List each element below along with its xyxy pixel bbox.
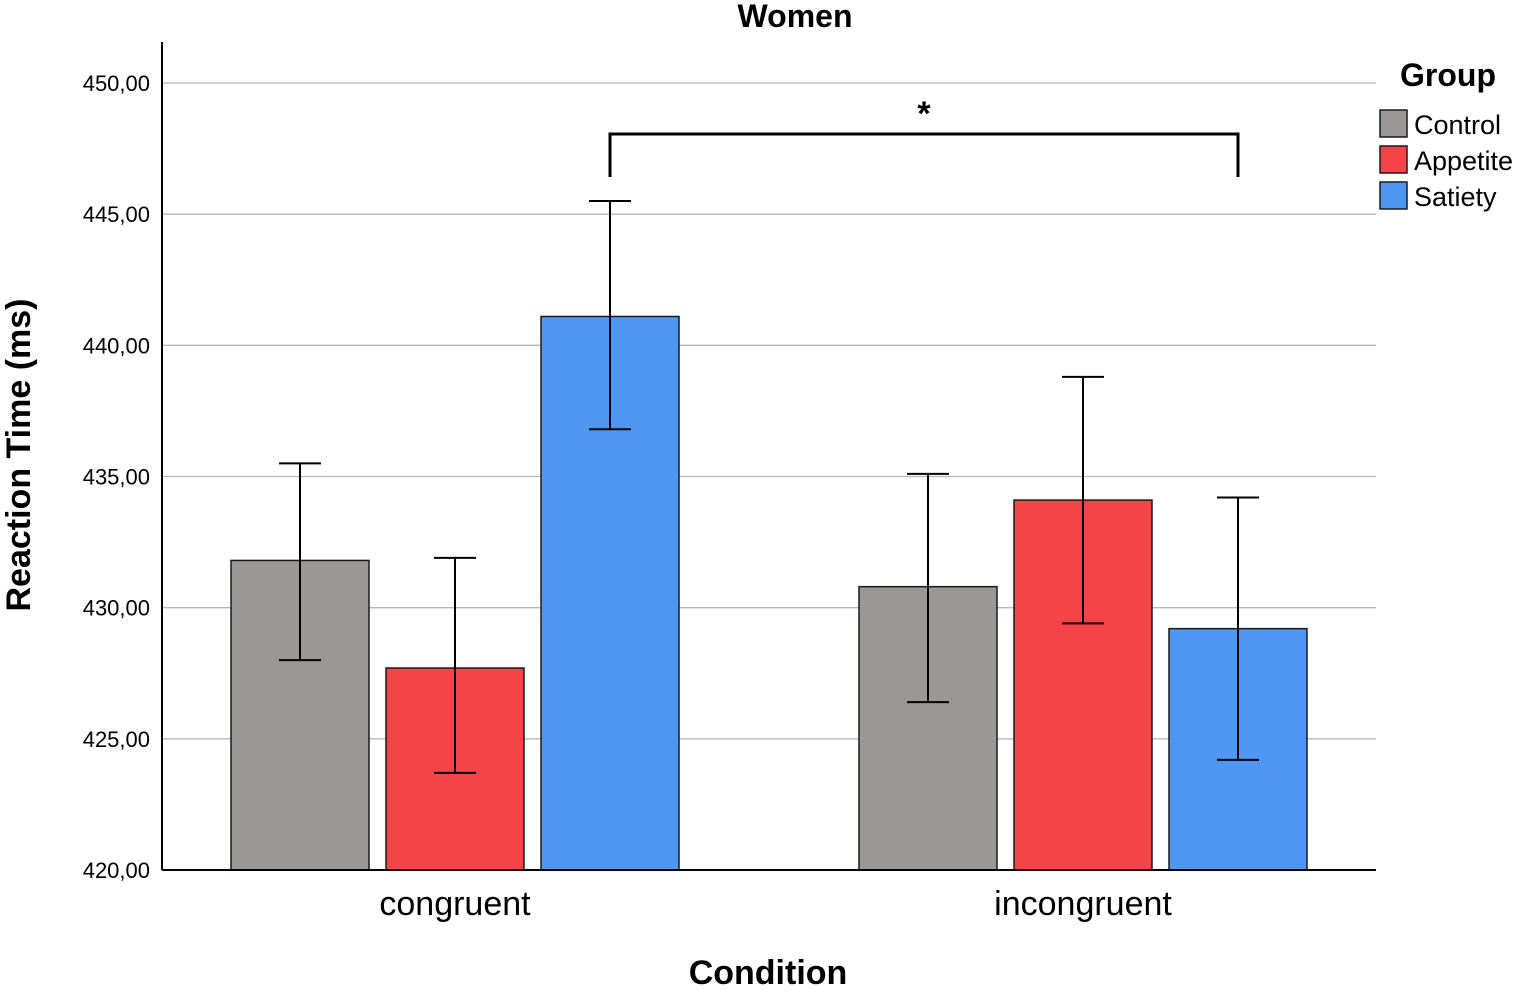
x-axis-title: Condition: [689, 954, 848, 990]
axes: [161, 42, 1376, 871]
significance-annotation: *: [608, 95, 1240, 177]
significance-bracket: [608, 132, 1240, 177]
legend: Group Control Appetite Satiety: [1379, 57, 1513, 212]
y-axis-title: Reaction Time (ms): [0, 298, 38, 611]
x-tick-label-incongruent: incongruent: [994, 885, 1172, 923]
y-tick-label: 450,00: [83, 71, 150, 96]
legend-swatch-satiety: [1379, 181, 1408, 210]
y-tick-label: 430,00: [83, 596, 150, 621]
y-tick-labels: 420,00 425,00 430,00 435,00 440,00 445,00 450,…: [83, 71, 150, 883]
legend-label-control: Control: [1414, 110, 1501, 140]
legend-swatch-control: [1379, 109, 1408, 138]
legend-title: Group: [1400, 57, 1496, 93]
y-tick-label: 445,00: [83, 202, 150, 227]
error-bars: [279, 200, 1259, 774]
legend-label-satiety: Satiety: [1414, 182, 1497, 212]
bars: [230, 315, 1308, 871]
y-tick-label: 440,00: [83, 333, 150, 358]
significance-star: *: [917, 95, 931, 133]
chart-title: Women: [738, 0, 853, 34]
y-tick-label: 420,00: [83, 858, 150, 883]
x-tick-labels: congruent incongruent: [379, 885, 1172, 923]
x-tick-label-congruent: congruent: [379, 885, 531, 923]
legend-swatch-appetite: [1379, 145, 1408, 174]
y-tick-label: 425,00: [83, 727, 150, 752]
legend-label-appetite: Appetite: [1414, 146, 1513, 176]
y-tick-label: 435,00: [83, 465, 150, 490]
